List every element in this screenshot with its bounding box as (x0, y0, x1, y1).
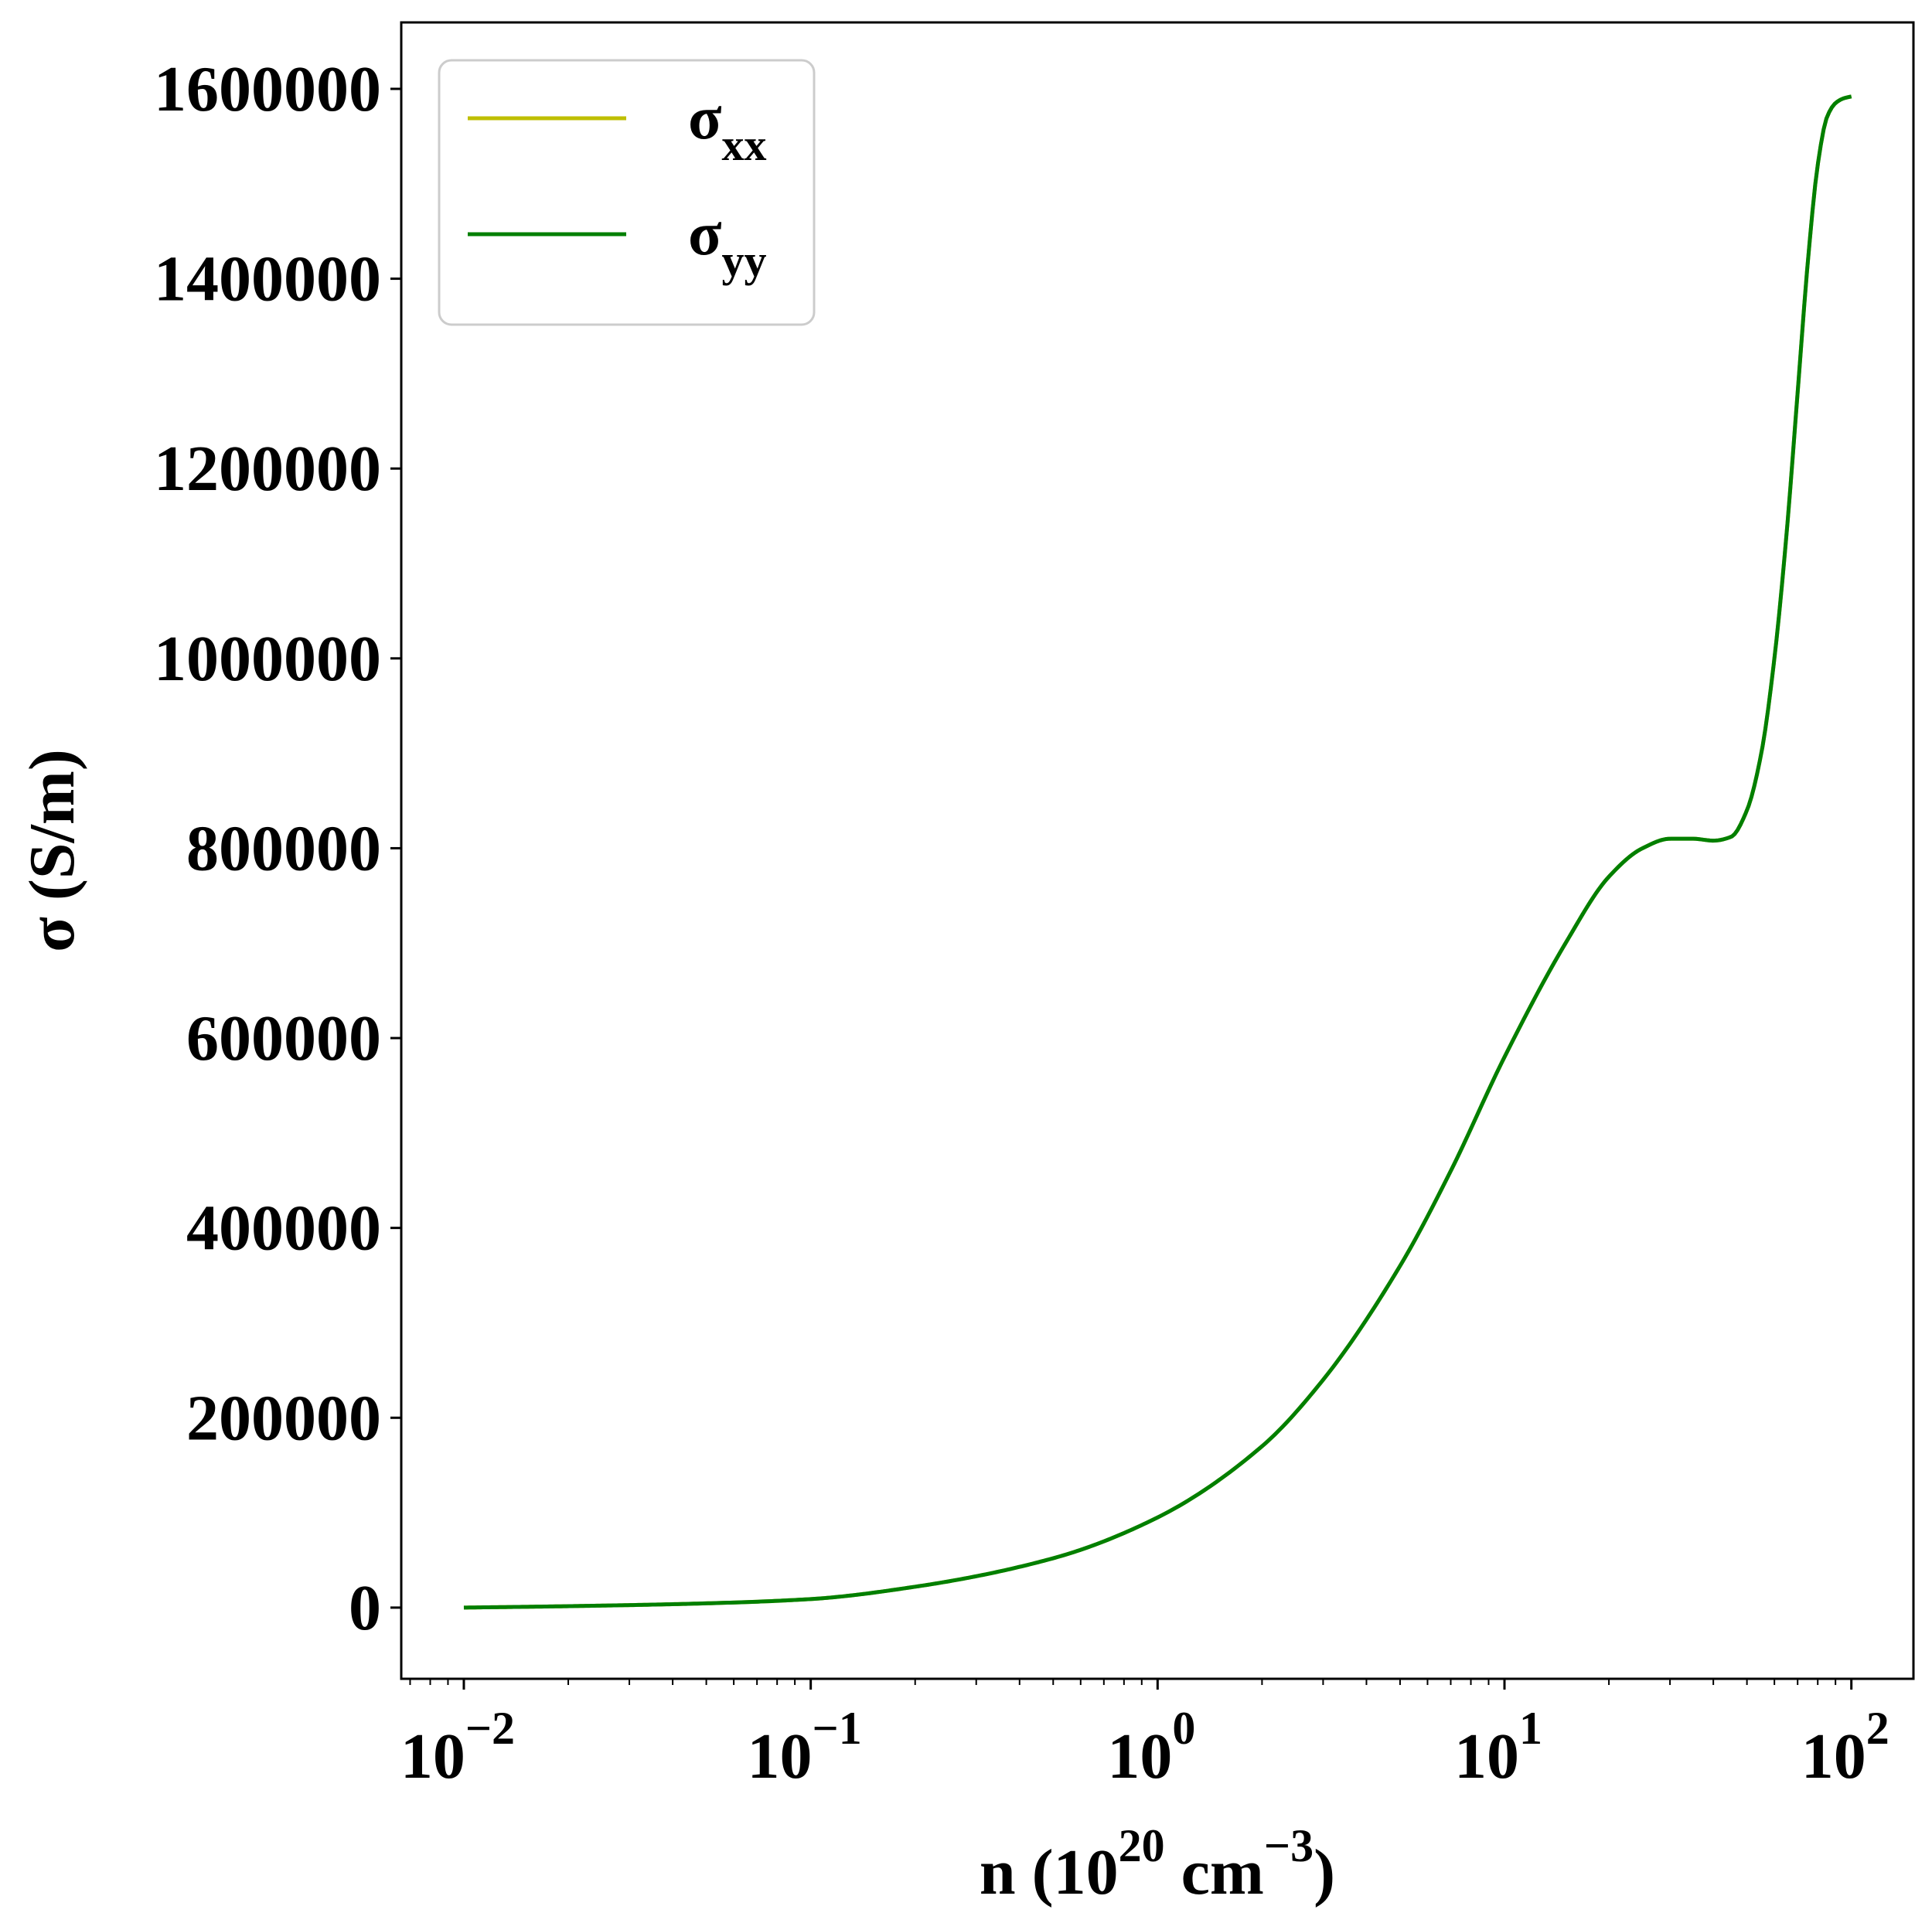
y-tick-label: 800000 (186, 812, 381, 884)
x-tick-label: 100 (1107, 1703, 1195, 1792)
y-tick-label: 1400000 (154, 243, 381, 315)
x-axis-label: n (1020 cm−3) (980, 1820, 1335, 1908)
series-line-yy (463, 94, 1852, 1610)
series-layer (463, 94, 1852, 1610)
x-tick-label: 102 (1801, 1703, 1889, 1792)
legend-frame (438, 59, 816, 326)
x-tick-label: 10−2 (400, 1703, 515, 1792)
y-tick-label: 400000 (186, 1193, 381, 1265)
y-axis-ticks: 0 200000 400000 600000 800000 1000000 1200000 1… (154, 53, 401, 1644)
y-tick-label: 1600000 (154, 53, 381, 125)
y-tick-label: 600000 (186, 1002, 381, 1074)
x-tick-label: 101 (1454, 1703, 1542, 1792)
x-tick-label: 10−1 (748, 1703, 862, 1792)
legend-label-yy: σyy (688, 200, 767, 286)
legend-label-xx: σxx (688, 84, 767, 170)
y-tick-label: 1000000 (154, 623, 381, 695)
y-tick-label: 1200000 (154, 433, 381, 505)
y-tick-label: 200000 (186, 1382, 381, 1454)
x-axis-ticks: 10−2 10−1 100 101 102 (400, 1679, 1889, 1792)
y-axis-label: σ (S/m) (16, 749, 88, 952)
y-tick-label: 0 (349, 1572, 381, 1644)
legend: σxx σyy (438, 59, 816, 326)
